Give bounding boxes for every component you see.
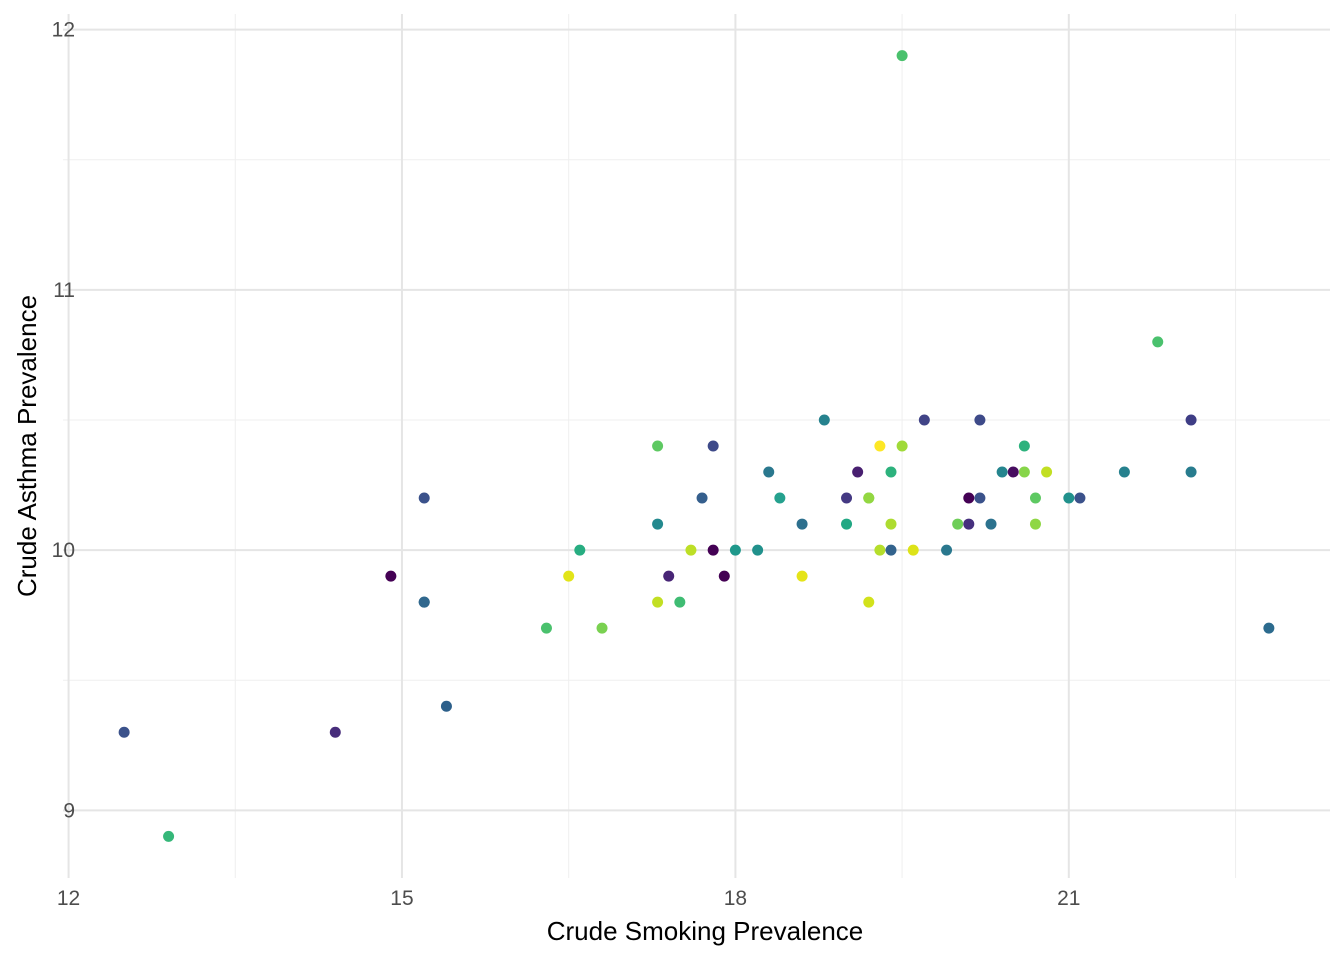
data-point <box>1185 466 1197 478</box>
data-point <box>852 466 864 478</box>
y-tick-label: 12 <box>52 19 75 42</box>
data-point <box>974 492 986 504</box>
data-point <box>563 570 575 582</box>
data-point <box>440 700 452 712</box>
data-point <box>863 596 875 608</box>
y-axis-title: Crude Asthma Prevalence <box>12 295 42 597</box>
data-point <box>874 440 886 452</box>
data-point <box>574 544 586 556</box>
tick-labels: 12 15 18 21 9 10 11 12 <box>52 19 1081 910</box>
data-point <box>818 414 830 426</box>
data-point <box>707 440 719 452</box>
data-point <box>674 596 686 608</box>
y-tick-label: 9 <box>63 799 75 822</box>
data-point <box>163 830 175 842</box>
y-tick-label: 10 <box>52 539 75 562</box>
data-point <box>874 544 886 556</box>
data-point <box>652 518 664 530</box>
data-point <box>1018 466 1030 478</box>
data-point <box>1152 336 1164 348</box>
data-point <box>1118 466 1130 478</box>
data-point <box>1007 466 1019 478</box>
data-point <box>963 492 975 504</box>
data-point <box>941 544 953 556</box>
data-point <box>896 50 908 62</box>
data-point <box>118 726 130 738</box>
x-tick-label: 21 <box>1057 887 1080 910</box>
data-point <box>985 518 997 530</box>
data-point <box>1185 414 1197 426</box>
data-point <box>907 544 919 556</box>
x-tick-label: 15 <box>390 887 413 910</box>
data-point <box>774 492 786 504</box>
data-point <box>652 596 664 608</box>
data-point <box>863 492 875 504</box>
data-point <box>896 440 908 452</box>
data-point <box>885 466 897 478</box>
data-point <box>885 544 897 556</box>
data-point <box>718 570 730 582</box>
data-point <box>841 518 853 530</box>
data-point <box>540 622 552 634</box>
grid <box>63 14 1330 878</box>
data-point <box>841 492 853 504</box>
data-point <box>763 466 775 478</box>
data-point <box>918 414 930 426</box>
x-tick-label: 18 <box>724 887 747 910</box>
data-point <box>418 596 430 608</box>
data-point <box>1029 518 1041 530</box>
data-point <box>974 414 986 426</box>
data-point <box>707 544 719 556</box>
data-point <box>1074 492 1086 504</box>
data-point <box>1029 492 1041 504</box>
data-point <box>663 570 675 582</box>
data-point <box>1041 466 1053 478</box>
data-point <box>418 492 430 504</box>
data-point <box>796 570 808 582</box>
x-axis-title: Crude Smoking Prevalence <box>547 916 864 946</box>
data-point <box>696 492 708 504</box>
data-point <box>952 518 964 530</box>
x-tick-label: 12 <box>57 887 80 910</box>
data-point <box>1018 440 1030 452</box>
data-point <box>963 518 975 530</box>
data-point <box>1063 492 1075 504</box>
data-point <box>685 544 697 556</box>
data-point <box>796 518 808 530</box>
data-point <box>596 622 608 634</box>
data-point <box>1263 622 1275 634</box>
data-point <box>752 544 764 556</box>
data-point <box>652 440 664 452</box>
y-tick-label: 11 <box>53 279 75 302</box>
data-points <box>118 50 1275 842</box>
data-point <box>729 544 741 556</box>
data-point <box>329 726 341 738</box>
data-point <box>385 570 397 582</box>
data-point <box>885 518 897 530</box>
data-point <box>996 466 1008 478</box>
